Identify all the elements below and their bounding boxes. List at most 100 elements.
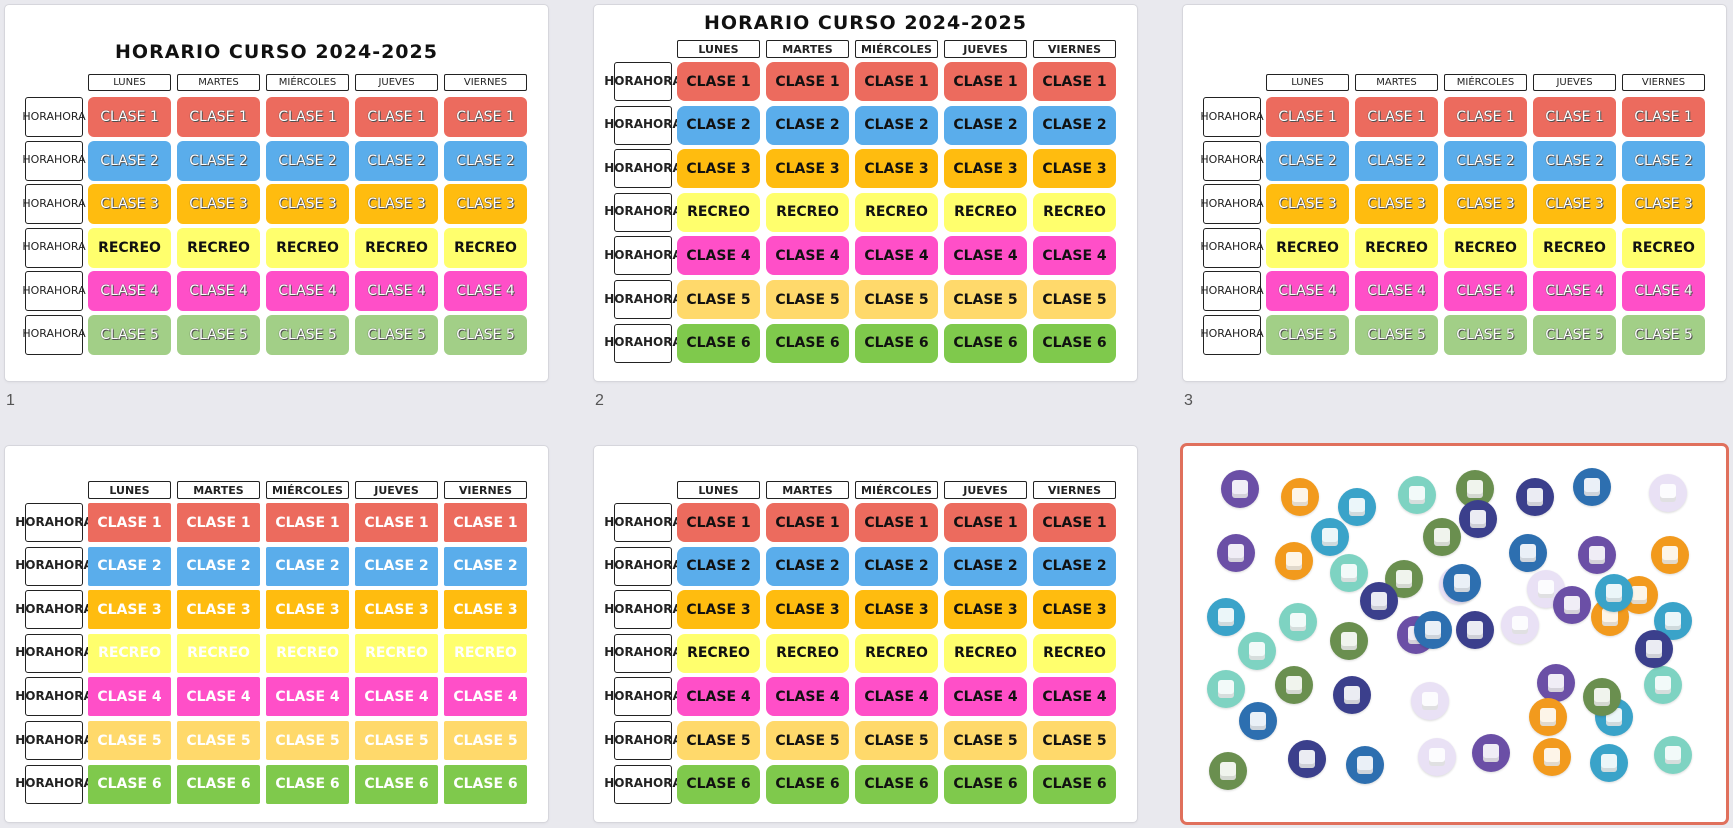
schedule-cell[interactable]: CLASE 3 — [766, 149, 849, 189]
schedule-cell[interactable]: CLASE 6 — [855, 323, 938, 363]
schedule-cell[interactable]: CLASE 5 — [1533, 314, 1616, 355]
schedule-cell[interactable]: CLASE 5 — [355, 721, 438, 760]
schedule-cell[interactable]: RECREO — [177, 633, 260, 673]
schedule-cell[interactable]: CLASE 3 — [177, 184, 260, 224]
schedule-cell[interactable]: CLASE 3 — [1266, 184, 1349, 224]
schedule-cell[interactable]: CLASE 5 — [266, 314, 349, 355]
schedule-cell[interactable]: CLASE 1 — [1033, 503, 1116, 542]
schedule-cell[interactable]: CLASE 3 — [855, 590, 938, 630]
schedule-cell[interactable]: RECREO — [855, 633, 938, 673]
schedule-cell[interactable]: CLASE 4 — [766, 236, 849, 276]
schedule-cell[interactable]: CLASE 5 — [355, 314, 438, 355]
schedule-cell[interactable]: CLASE 5 — [1266, 314, 1349, 355]
schedule-cell[interactable]: CLASE 1 — [766, 62, 849, 101]
schedule-cell[interactable]: CLASE 1 — [944, 62, 1027, 101]
schedule-cell[interactable]: CLASE 2 — [444, 140, 527, 181]
slide-thumbnail-1[interactable]: HORARIO CURSO 2024-2025 LUNES MARTES MIÉRCO… — [5, 5, 548, 381]
schedule-cell[interactable]: RECREO — [766, 192, 849, 232]
schedule-cell[interactable]: CLASE 1 — [1533, 97, 1616, 137]
slide-thumbnail-2[interactable]: HORARIO CURSO 2024-2025 LUNES MARTES MIÉRCO… — [594, 5, 1137, 381]
schedule-cell[interactable]: CLASE 1 — [1622, 97, 1705, 137]
schedule-cell[interactable]: CLASE 6 — [944, 764, 1027, 804]
schedule-cell[interactable]: CLASE 2 — [677, 105, 760, 145]
schedule-cell[interactable]: CLASE 2 — [1622, 140, 1705, 181]
schedule-cell[interactable]: RECREO — [444, 633, 527, 673]
schedule-cell[interactable]: CLASE 4 — [88, 677, 171, 717]
schedule-cell[interactable]: CLASE 5 — [944, 280, 1027, 319]
schedule-cell[interactable]: RECREO — [266, 633, 349, 673]
schedule-cell[interactable]: CLASE 5 — [444, 721, 527, 760]
schedule-cell[interactable]: RECREO — [944, 633, 1027, 673]
slide-thumbnail-4[interactable]: LUNES MARTES MIÉRCOLES JUEVES VIERNES HORA HOR… — [5, 446, 548, 822]
schedule-cell[interactable]: CLASE 1 — [1355, 97, 1438, 137]
schedule-cell[interactable]: CLASE 3 — [444, 184, 527, 224]
schedule-cell[interactable]: CLASE 4 — [1444, 271, 1527, 311]
schedule-cell[interactable]: RECREO — [766, 633, 849, 673]
schedule-cell[interactable]: CLASE 3 — [1622, 184, 1705, 224]
schedule-cell[interactable]: CLASE 1 — [677, 503, 760, 542]
schedule-cell[interactable]: CLASE 4 — [444, 677, 527, 717]
schedule-cell[interactable]: CLASE 1 — [1444, 97, 1527, 137]
schedule-cell[interactable]: RECREO — [88, 633, 171, 673]
schedule-cell[interactable]: CLASE 4 — [1622, 271, 1705, 311]
schedule-cell[interactable]: CLASE 1 — [444, 503, 527, 542]
schedule-cell[interactable]: CLASE 5 — [677, 280, 760, 319]
schedule-cell[interactable]: RECREO — [1033, 633, 1116, 673]
schedule-cell[interactable]: CLASE 2 — [355, 140, 438, 181]
schedule-cell[interactable]: CLASE 3 — [1033, 590, 1116, 630]
schedule-cell[interactable]: CLASE 6 — [677, 764, 760, 804]
schedule-cell[interactable]: RECREO — [1355, 227, 1438, 268]
schedule-cell[interactable]: CLASE 5 — [266, 721, 349, 760]
schedule-cell[interactable]: CLASE 3 — [355, 184, 438, 224]
schedule-cell[interactable]: CLASE 2 — [266, 140, 349, 181]
schedule-cell[interactable]: RECREO — [355, 633, 438, 673]
schedule-cell[interactable]: CLASE 6 — [766, 764, 849, 804]
schedule-cell[interactable]: CLASE 2 — [1033, 105, 1116, 145]
schedule-cell[interactable]: CLASE 1 — [88, 503, 171, 542]
schedule-cell[interactable]: CLASE 5 — [1444, 314, 1527, 355]
schedule-cell[interactable]: CLASE 4 — [855, 236, 938, 276]
schedule-cell[interactable]: CLASE 3 — [677, 590, 760, 630]
schedule-cell[interactable]: CLASE 3 — [1444, 184, 1527, 224]
schedule-cell[interactable]: CLASE 6 — [1033, 764, 1116, 804]
schedule-cell[interactable]: CLASE 1 — [1266, 97, 1349, 137]
schedule-cell[interactable]: CLASE 1 — [766, 503, 849, 542]
schedule-cell[interactable]: CLASE 2 — [855, 105, 938, 145]
schedule-cell[interactable]: CLASE 2 — [1266, 140, 1349, 181]
schedule-cell[interactable]: CLASE 2 — [88, 140, 171, 181]
schedule-cell[interactable]: CLASE 4 — [855, 677, 938, 717]
schedule-cell[interactable]: RECREO — [444, 227, 527, 268]
schedule-cell[interactable]: CLASE 4 — [677, 236, 760, 276]
schedule-cell[interactable]: CLASE 6 — [944, 323, 1027, 363]
schedule-cell[interactable]: CLASE 5 — [766, 280, 849, 319]
schedule-cell[interactable]: RECREO — [1533, 227, 1616, 268]
schedule-cell[interactable]: CLASE 5 — [677, 721, 760, 760]
schedule-cell[interactable]: CLASE 5 — [855, 721, 938, 760]
schedule-cell[interactable]: CLASE 6 — [88, 764, 171, 804]
slide-thumbnail-3[interactable]: LUNES MARTES MIÉRCOLES JUEVES VIERNES HORA HOR… — [1183, 5, 1726, 381]
schedule-cell[interactable]: CLASE 6 — [355, 764, 438, 804]
schedule-cell[interactable]: RECREO — [1444, 227, 1527, 268]
schedule-cell[interactable]: CLASE 2 — [1033, 546, 1116, 586]
schedule-cell[interactable]: CLASE 4 — [177, 271, 260, 311]
schedule-cell[interactable]: CLASE 5 — [1355, 314, 1438, 355]
schedule-cell[interactable]: RECREO — [677, 192, 760, 232]
schedule-cell[interactable]: CLASE 4 — [266, 271, 349, 311]
schedule-cell[interactable]: CLASE 2 — [766, 105, 849, 145]
schedule-cell[interactable]: RECREO — [855, 192, 938, 232]
schedule-cell[interactable]: CLASE 2 — [1355, 140, 1438, 181]
schedule-cell[interactable]: CLASE 3 — [266, 590, 349, 630]
schedule-cell[interactable]: CLASE 1 — [355, 97, 438, 137]
schedule-cell[interactable]: CLASE 3 — [266, 184, 349, 224]
schedule-cell[interactable]: CLASE 6 — [1033, 323, 1116, 363]
schedule-cell[interactable]: CLASE 1 — [855, 503, 938, 542]
schedule-cell[interactable]: CLASE 5 — [766, 721, 849, 760]
schedule-cell[interactable]: CLASE 4 — [1533, 271, 1616, 311]
schedule-cell[interactable]: CLASE 2 — [677, 546, 760, 586]
schedule-cell[interactable]: CLASE 2 — [177, 546, 260, 586]
schedule-cell[interactable]: CLASE 5 — [88, 721, 171, 760]
schedule-cell[interactable]: CLASE 1 — [177, 503, 260, 542]
schedule-cell[interactable]: CLASE 3 — [177, 590, 260, 630]
schedule-cell[interactable]: CLASE 2 — [266, 546, 349, 586]
schedule-cell[interactable]: RECREO — [177, 227, 260, 268]
